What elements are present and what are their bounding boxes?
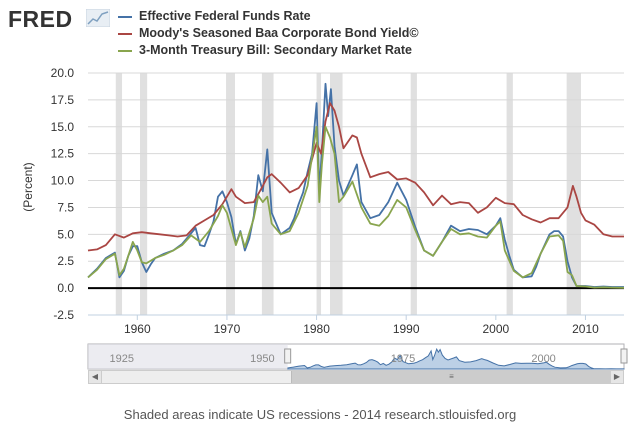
navigator-series [287,347,625,370]
y-tick-label: 20.0 [51,66,75,80]
footer-note: Shaded areas indicate US recessions - 20… [123,407,517,422]
navigator-mask [88,344,288,369]
legend-swatch [118,16,132,18]
chart-svg: -2.5 0.0 2.5 5.0 7.5 10.0 12.5 15.0 17.5 20.0 1960… [51,66,628,370]
y-tick-label: -2.5 [53,308,74,322]
legend-label: Effective Federal Funds Rate [139,9,311,23]
recession-band [139,73,148,315]
legend-label: 3-Month Treasury Bill: Secondary Market … [139,43,412,57]
legend-swatch [118,50,132,52]
x-tick-label: 1990 [393,322,420,336]
y-tick-label: 7.5 [57,200,74,214]
legend-label: Moody's Seasoned Baa Corporate Bond Yiel… [139,26,419,40]
series-line-3 [87,125,625,289]
navigator-handle-left [284,348,292,364]
x-tick-label: 1980 [303,322,330,336]
y-tick-label: 15.0 [51,120,75,134]
y-tick-label: 0.0 [57,281,74,295]
navigator-handle-right [620,348,628,364]
x-tick-label: 2010 [572,322,599,336]
legend-swatch [118,33,132,35]
recession-band [226,73,235,315]
navigator-scrollbar[interactable]: ◀ ≡ ▶ [88,370,624,384]
x-tick-label: 1960 [124,322,151,336]
recession-band [261,73,274,315]
logo-graph-icon [86,9,110,27]
y-tick-label: 17.5 [51,93,75,107]
navigator-label: 1925 [110,353,134,365]
recession-band [566,73,581,315]
recession-band [506,73,513,315]
series-line-2 [87,102,624,252]
fred-logo[interactable]: FRED [8,6,73,32]
navigator-label: 1975 [391,353,415,365]
scroll-left-arrow-icon[interactable]: ◀ [89,371,102,383]
x-tick-label: 1970 [214,322,241,336]
scroll-right-arrow-icon[interactable]: ▶ [610,371,623,383]
y-tick-label: 2.5 [57,254,74,268]
navigator-label: 2000 [531,353,555,365]
y-tick-label: 10.0 [51,174,75,188]
y-tick-label: 12.5 [51,147,75,161]
recession-band [410,73,417,315]
grip-icon: ≡ [449,372,454,381]
y-tick-label: 5.0 [57,227,74,241]
navigator-label: 1950 [250,353,274,365]
scroll-thumb[interactable]: ≡ [291,371,612,383]
recession-band [115,73,123,315]
x-tick-label: 2000 [482,322,509,336]
